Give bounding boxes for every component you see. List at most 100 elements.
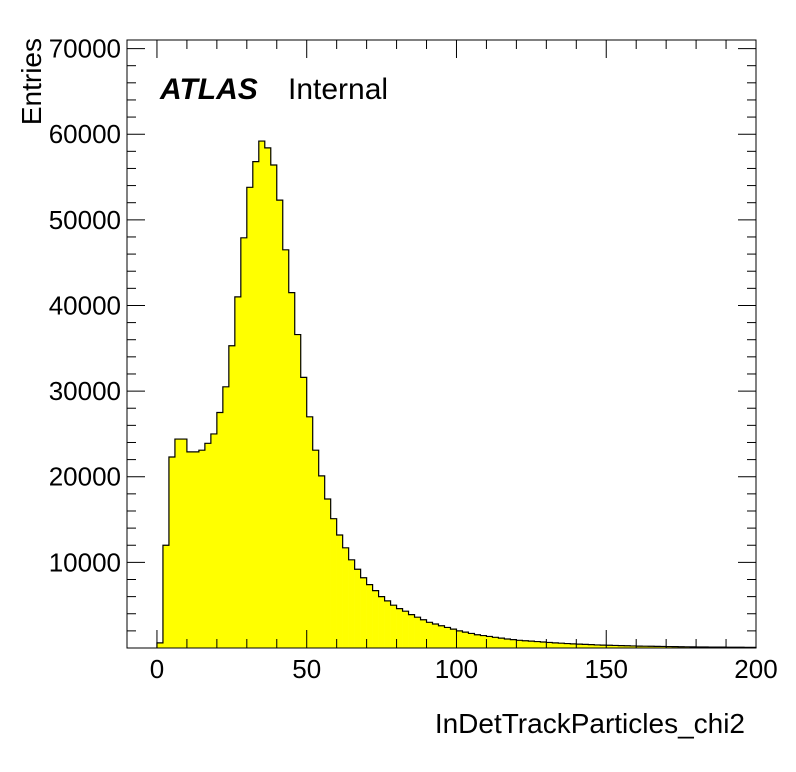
histogram-bin — [174, 439, 182, 648]
histogram-bin — [618, 645, 625, 648]
histogram-bin — [528, 641, 535, 648]
histogram-bin — [330, 518, 337, 648]
histogram-bin — [606, 645, 613, 648]
histogram-bin — [234, 296, 242, 648]
histogram-bin — [480, 635, 487, 648]
histogram-outline — [156, 140, 757, 648]
x-tick-label: 150 — [585, 654, 628, 684]
histogram-bin — [204, 443, 212, 648]
histogram-bin — [552, 642, 559, 648]
histogram-bin — [504, 639, 511, 648]
y-axis-title: Entries — [16, 38, 47, 125]
histogram-bin — [414, 617, 421, 648]
internal-label: Internal — [288, 73, 388, 106]
histogram-bin — [678, 646, 685, 648]
histogram-bin — [384, 600, 391, 648]
histogram-bin — [648, 646, 655, 648]
histogram-bin — [642, 646, 649, 648]
histogram-bin — [282, 249, 290, 649]
y-tick-label: 40000 — [49, 290, 121, 320]
x-tick-label: 100 — [435, 654, 478, 684]
histogram-bin — [210, 433, 218, 648]
histogram-bin — [408, 614, 415, 648]
x-tick-labels: 0 50 100 150 200 — [150, 654, 778, 684]
histogram-bin — [354, 569, 361, 648]
histogram-bin — [516, 640, 523, 648]
y-tick-label: 50000 — [49, 205, 121, 235]
histogram-bin — [162, 545, 170, 648]
histogram-bin — [426, 622, 433, 648]
histogram-bin — [432, 624, 439, 648]
histogram-bin — [582, 644, 589, 648]
histogram-bin — [558, 643, 565, 648]
histogram-bin — [594, 644, 601, 648]
histogram-bin — [318, 475, 325, 648]
histogram-bin — [486, 636, 493, 648]
histogram-bin — [444, 627, 451, 648]
histogram-bin — [540, 642, 547, 648]
histogram-bin — [246, 187, 254, 648]
histogram-bin — [564, 643, 571, 648]
histogram-bin — [450, 629, 457, 648]
histogram-bin — [402, 611, 409, 648]
histogram-bin — [672, 646, 679, 648]
histogram-bin — [186, 451, 194, 648]
histogram-bin — [366, 584, 373, 648]
histogram-bin — [462, 632, 469, 648]
histogram-bin — [492, 637, 499, 648]
histogram-bin — [390, 605, 397, 648]
atlas-label: ATLAS — [159, 73, 258, 106]
histogram-bin — [252, 161, 260, 648]
plot-frame — [126, 39, 757, 649]
histogram-bin — [438, 625, 445, 648]
histogram-bin — [156, 642, 164, 648]
histogram-bin — [588, 644, 595, 648]
y-tick-label: 20000 — [49, 462, 121, 492]
histogram-bin — [198, 450, 206, 648]
histogram-bin — [222, 386, 230, 648]
histogram-bin — [294, 334, 302, 648]
histogram-bin — [510, 639, 517, 648]
histogram-bin — [168, 457, 176, 648]
histogram-bin — [228, 345, 236, 648]
histogram-bin — [522, 640, 529, 648]
histogram-bin — [456, 630, 463, 648]
histogram-bin — [378, 596, 385, 648]
histogram-bin — [636, 646, 643, 648]
histogram-bin — [660, 646, 667, 648]
histogram-bin — [270, 165, 278, 649]
histogram-bin — [396, 608, 403, 648]
histogram-bin — [258, 141, 266, 648]
histogram-bin — [600, 645, 607, 648]
histogram-bin — [468, 633, 475, 648]
histogram-bin — [420, 619, 427, 648]
histogram-bin — [324, 498, 331, 648]
histogram-bin — [534, 641, 541, 648]
histogram-bin — [624, 645, 631, 648]
histogram-bin — [288, 292, 296, 648]
histogram-bin — [348, 559, 355, 648]
histogram-bin — [276, 200, 284, 649]
histogram-bin — [612, 645, 619, 648]
histogram-bin — [342, 547, 349, 648]
histogram-bin — [570, 643, 577, 648]
histogram-bin — [372, 590, 379, 648]
axis-ticks — [126, 40, 757, 649]
y-tick-label: 70000 — [49, 34, 121, 64]
histogram-bin — [306, 416, 314, 648]
histogram-bin — [240, 237, 248, 648]
histogram-bin — [216, 412, 224, 648]
histogram-bin — [300, 377, 308, 648]
histogram-bin — [498, 638, 505, 648]
x-tick-label: 50 — [292, 654, 321, 684]
histogram-bin — [360, 577, 367, 648]
y-tick-label: 10000 — [49, 547, 121, 577]
histogram-bin — [666, 646, 673, 648]
histogram-bin — [192, 451, 200, 648]
histogram-bin — [264, 147, 272, 648]
histogram-bin — [180, 439, 188, 648]
x-tick-label: 0 — [150, 654, 164, 684]
histogram-bars — [156, 140, 757, 649]
histogram-bin — [654, 646, 661, 648]
